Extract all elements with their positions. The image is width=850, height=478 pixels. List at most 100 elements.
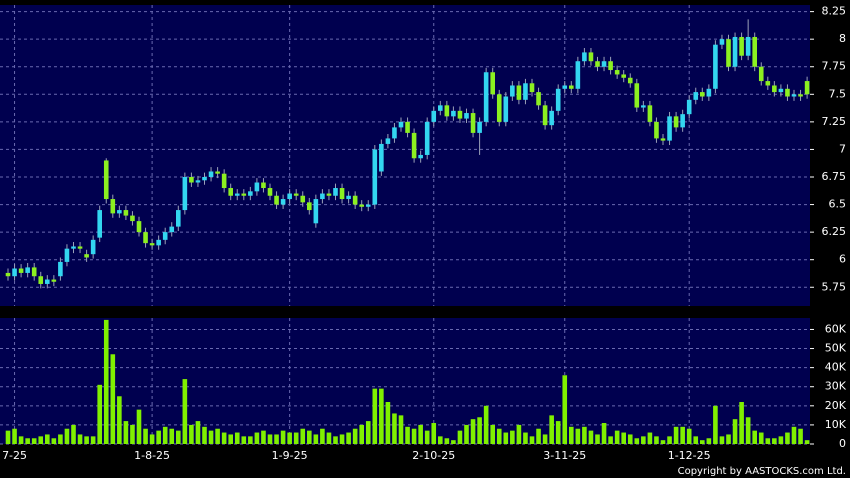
- volume-bar: [582, 426, 587, 444]
- volume-bar: [293, 432, 299, 444]
- candle-body: [77, 246, 83, 249]
- volume-bar: [470, 419, 476, 444]
- candle-body: [686, 99, 692, 115]
- volume-bar: [221, 432, 227, 444]
- candle-body: [641, 105, 646, 108]
- candle-body: [490, 72, 495, 95]
- candle-body: [143, 232, 148, 244]
- volume-bar: [752, 430, 757, 444]
- candle-body: [562, 85, 568, 89]
- volume-bar: [169, 428, 175, 444]
- volume-bar: [103, 319, 109, 444]
- volume-bar: [300, 428, 306, 444]
- candle-body: [542, 105, 548, 126]
- volume-bar: [228, 434, 233, 444]
- candle-body: [654, 121, 659, 139]
- volume-bar: [634, 438, 640, 444]
- candle-body: [438, 105, 443, 111]
- candle-body: [804, 81, 810, 95]
- volume-bar: [379, 388, 384, 444]
- candle-body: [123, 210, 129, 216]
- candle-body: [392, 127, 397, 139]
- candle-body: [307, 202, 312, 211]
- candle-body: [38, 276, 44, 284]
- candle-body: [713, 44, 718, 89]
- volume-bar: [778, 436, 784, 444]
- candle-body: [110, 199, 116, 214]
- volume-bar: [713, 405, 718, 444]
- volume-bar: [365, 421, 371, 444]
- volume-bar: [385, 402, 391, 444]
- volume-bar: [359, 424, 364, 444]
- candle-body: [444, 105, 450, 117]
- volume-bar: [536, 428, 541, 444]
- volume-bar: [77, 434, 83, 444]
- volume-bar: [601, 423, 607, 444]
- candle-body: [706, 88, 712, 97]
- volume-bar: [804, 440, 810, 444]
- volume-bar: [745, 417, 751, 444]
- candle-body: [202, 177, 207, 181]
- candle-body: [58, 261, 63, 277]
- volume-bar: [673, 426, 679, 444]
- candle-body: [195, 180, 201, 183]
- candle-body: [365, 204, 371, 207]
- y-tick-label: 7.5: [829, 87, 847, 100]
- volume-bar: [12, 428, 17, 444]
- candle-body: [575, 61, 581, 89]
- candle-body: [634, 83, 640, 108]
- volume-bar: [149, 434, 155, 444]
- candle-body: [516, 85, 522, 100]
- volume-bar: [234, 432, 240, 444]
- volume-bar: [130, 424, 135, 444]
- y-tick-label: 6: [839, 253, 846, 266]
- volume-bar: [18, 436, 24, 444]
- volume-bar: [136, 409, 142, 444]
- volume-bar: [5, 430, 11, 444]
- y-tick-label: 6.75: [822, 170, 847, 183]
- y-tick-label: 6.25: [822, 225, 847, 238]
- volume-bar: [510, 430, 515, 444]
- volume-bar: [490, 424, 495, 444]
- volume-bar: [97, 384, 102, 444]
- volume-bar: [706, 438, 712, 444]
- candle-body: [510, 85, 515, 97]
- volume-bar: [398, 415, 404, 444]
- candle-body: [470, 113, 476, 133]
- candle-body: [398, 121, 404, 128]
- candle-body: [523, 83, 528, 100]
- candle-body: [418, 154, 423, 159]
- volume-bar: [352, 428, 358, 444]
- candle-body: [136, 221, 142, 233]
- candle-body: [339, 188, 345, 200]
- volume-bar: [483, 405, 489, 444]
- candle-body: [451, 110, 456, 117]
- candle-body: [627, 77, 633, 84]
- volume-bar: [647, 432, 653, 444]
- volume-bar: [51, 438, 57, 444]
- candle-body: [693, 92, 699, 100]
- candle-body: [182, 177, 188, 211]
- candle-body: [503, 96, 509, 122]
- volume-bar: [588, 430, 594, 444]
- volume-bar: [444, 438, 450, 444]
- volume-bar: [496, 428, 502, 444]
- candle-body: [621, 74, 626, 78]
- candle-body: [293, 193, 299, 196]
- candle-body: [254, 182, 260, 192]
- volume-bar: [189, 424, 194, 444]
- volume-bar: [45, 434, 50, 444]
- y-tick-label: 20K: [825, 399, 847, 412]
- volume-bar: [686, 428, 692, 444]
- volume-bar: [680, 426, 685, 444]
- candle-body: [90, 239, 96, 255]
- candle-body: [424, 121, 430, 155]
- candle-body: [595, 61, 600, 67]
- volume-bar: [123, 421, 129, 444]
- x-tick-label: 7-25: [2, 449, 27, 462]
- candle-body: [248, 191, 253, 196]
- volume-bar: [575, 428, 581, 444]
- y-tick-label: 40K: [825, 361, 847, 374]
- candle-body: [352, 195, 358, 205]
